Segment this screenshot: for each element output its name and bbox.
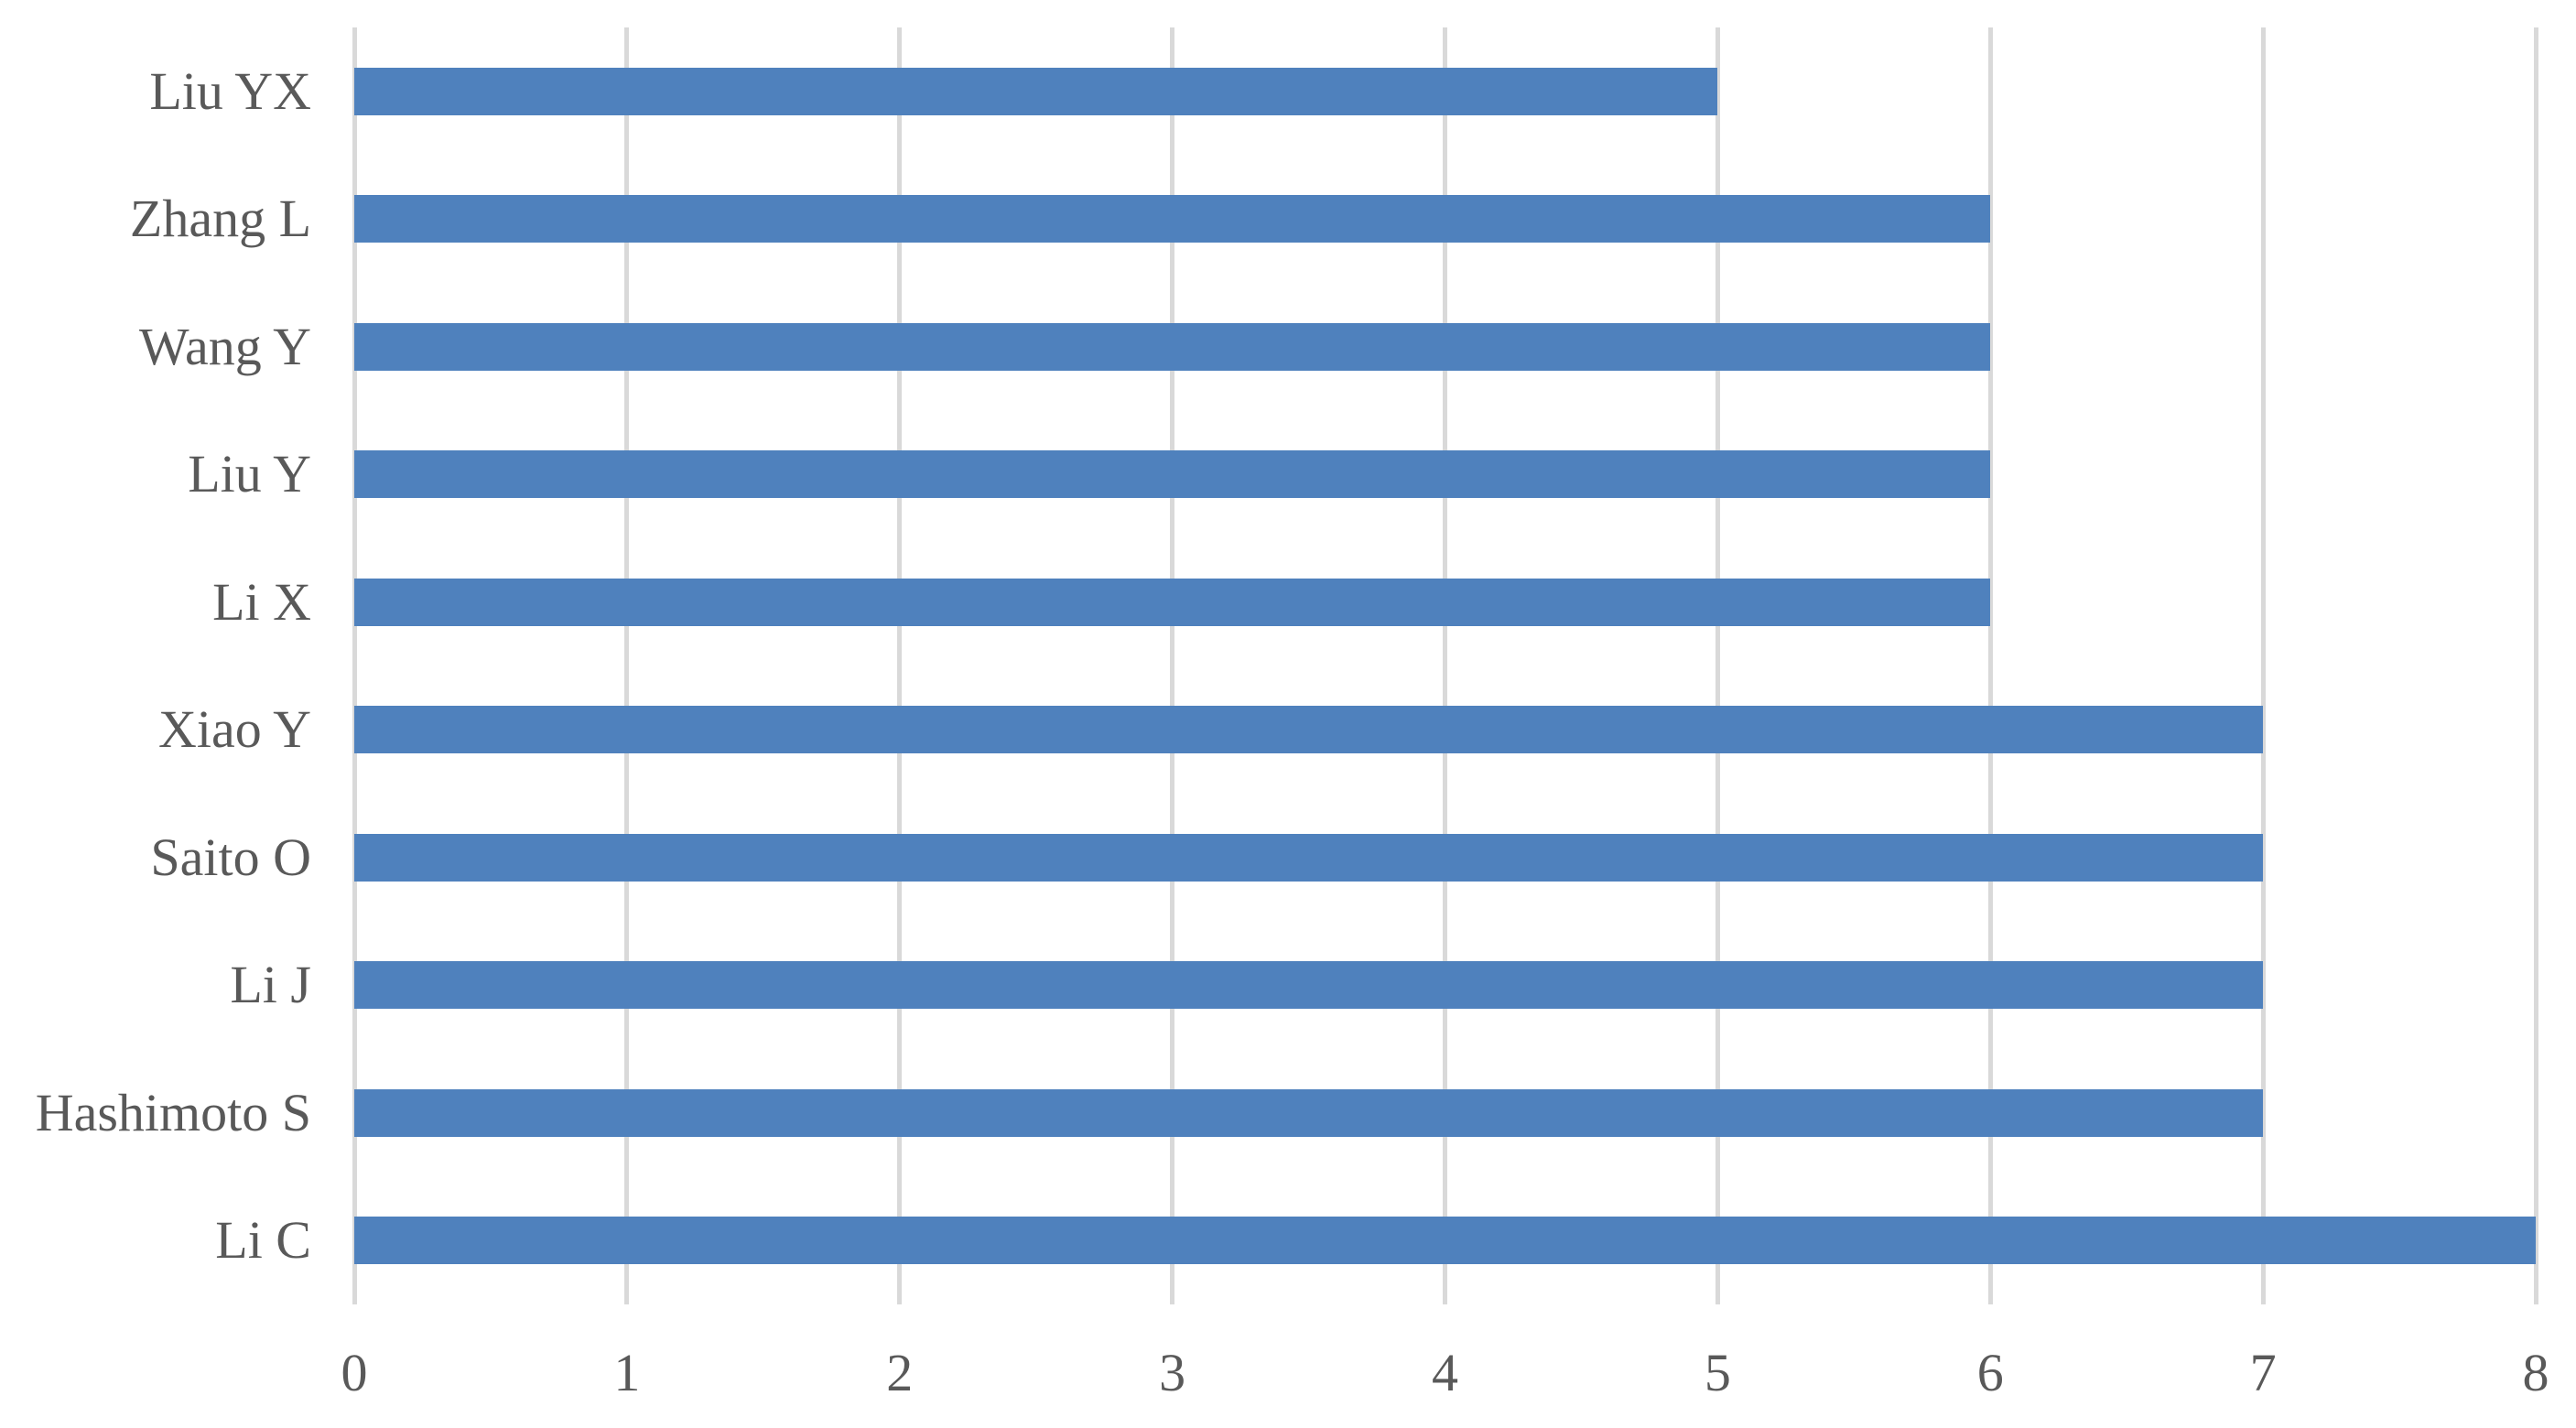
category-label: Wang Y [138, 316, 311, 376]
bar [354, 578, 1991, 626]
bar [354, 1088, 2264, 1137]
category-label: Liu Y [188, 444, 311, 504]
x-tick-label: 0 [341, 1343, 368, 1402]
category-label: Li X [212, 571, 311, 632]
category-label: Liu YX [149, 60, 311, 121]
bar [354, 195, 1991, 243]
category-label: Saito O [150, 827, 311, 887]
x-tick-label: 7 [2249, 1343, 2277, 1402]
x-tick-label: 8 [2522, 1343, 2549, 1402]
category-label: Li C [215, 1210, 311, 1271]
bar [354, 706, 2264, 754]
x-tick-label: 5 [1704, 1343, 1731, 1402]
category-label: Li J [230, 955, 311, 1015]
x-tick-label: 4 [1432, 1343, 1458, 1402]
bar [354, 961, 2264, 1010]
gridline [624, 27, 630, 1304]
bar [354, 450, 1991, 499]
x-tick-label: 1 [613, 1343, 641, 1402]
x-tick-label: 6 [1976, 1343, 2004, 1402]
x-tick-label: 3 [1159, 1343, 1186, 1402]
bar [354, 833, 2264, 882]
value-axis-line [352, 27, 357, 1304]
bar [354, 1217, 2536, 1265]
gridline [1715, 27, 1720, 1304]
gridline [897, 27, 903, 1304]
bar [354, 322, 1991, 371]
gridline [1987, 27, 1993, 1304]
category-label: Zhang L [129, 189, 311, 249]
category-label: Xiao Y [158, 699, 311, 760]
category-label: Hashimoto S [35, 1082, 311, 1142]
gridline [1170, 27, 1175, 1304]
gridline [2260, 27, 2266, 1304]
gridline [1443, 27, 1447, 1304]
gridline [2533, 27, 2538, 1304]
bar [354, 67, 1718, 115]
x-tick-label: 2 [886, 1343, 914, 1402]
